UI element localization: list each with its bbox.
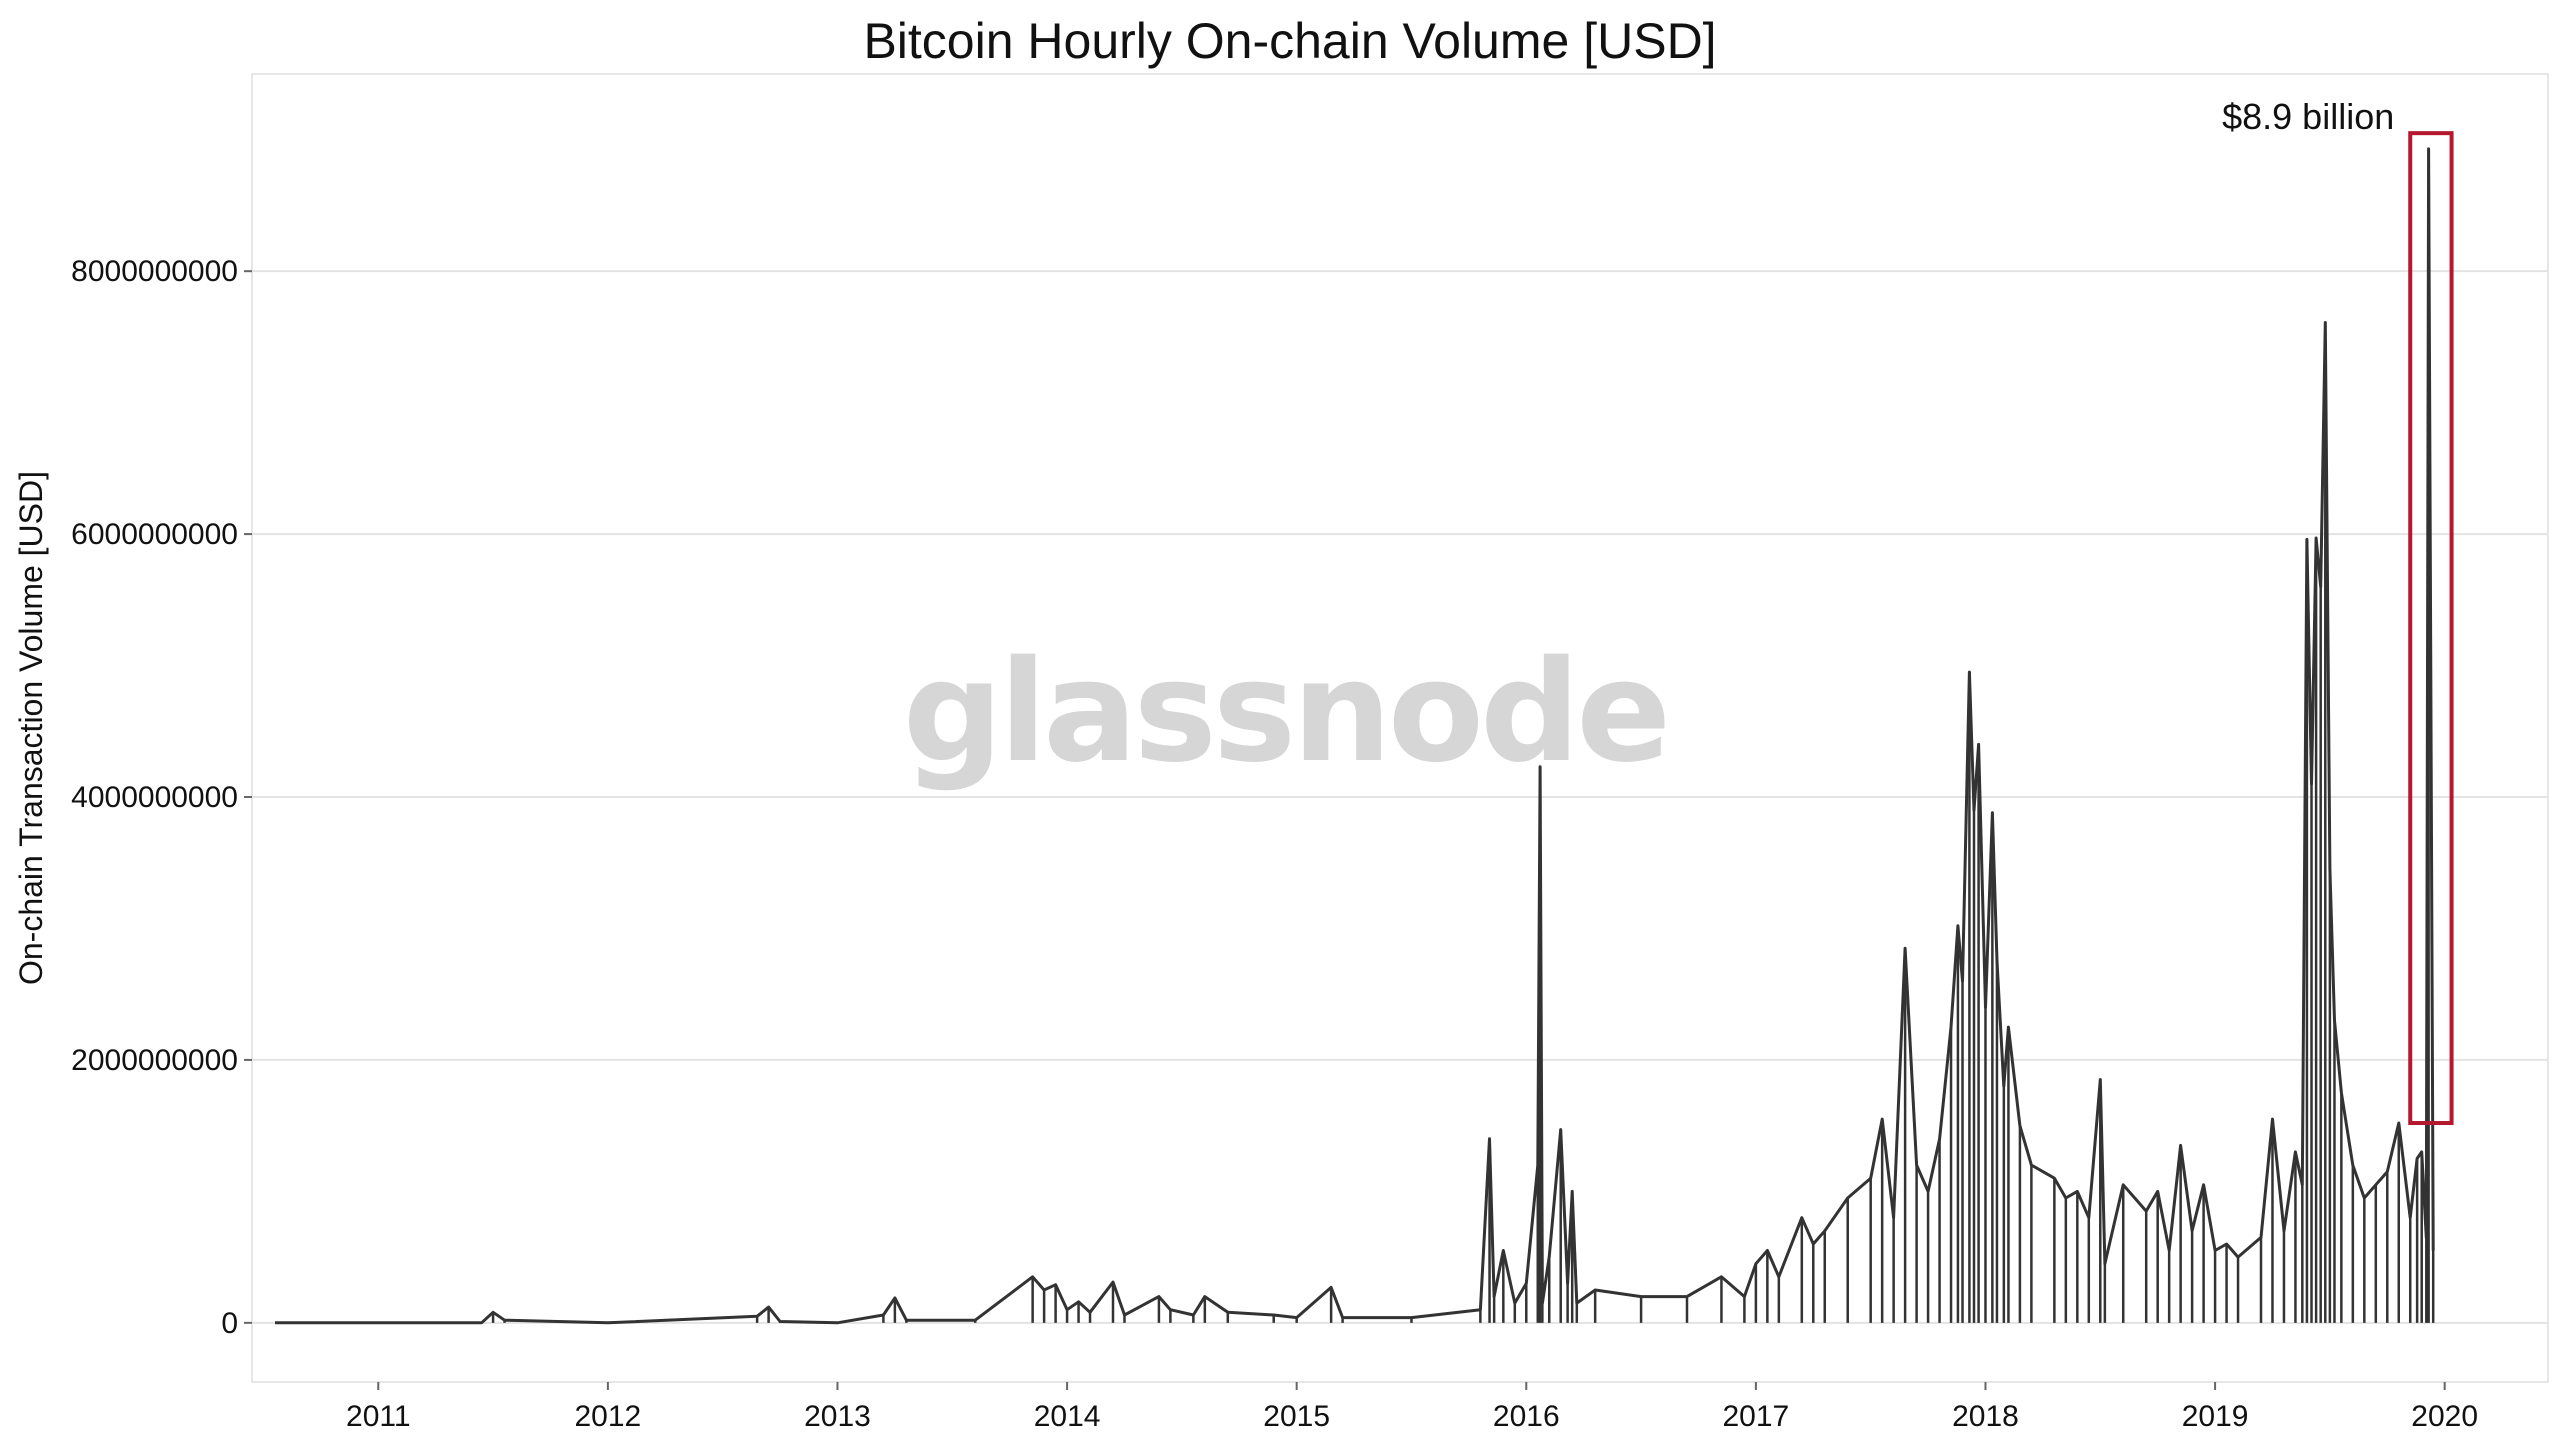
series-layer — [275, 147, 2435, 1325]
y-tick-label: 2000000000 — [71, 1044, 238, 1077]
watermark-logo: glassnode — [903, 631, 1667, 794]
x-tick-label: 2017 — [1723, 1400, 1790, 1433]
x-tick-label: 2016 — [1493, 1400, 1560, 1433]
x-tick-label: 2013 — [804, 1400, 871, 1433]
volume-series-line — [275, 147, 2435, 1325]
x-tick-label: 2018 — [1952, 1400, 2019, 1433]
x-tick-label: 2011 — [346, 1400, 411, 1433]
peak-annotation: $8.9 billion — [2222, 96, 2394, 137]
x-tick-label: 2020 — [2411, 1400, 2478, 1433]
y-tick-label: 4000000000 — [71, 781, 238, 814]
y-tick-label: 0 — [221, 1307, 238, 1340]
x-tick-label: 2019 — [2182, 1400, 2249, 1433]
chart-title: Bitcoin Hourly On-chain Volume [USD] — [863, 13, 1716, 69]
highlight-box — [2408, 131, 2454, 1126]
x-tick-label: 2012 — [575, 1400, 642, 1433]
x-tick-label: 2014 — [1034, 1400, 1101, 1433]
axis-layer: 0 2000000000 4000000000 6000000000 800000000… — [71, 255, 2478, 1433]
annotation-layer: $8.9 billion — [2222, 96, 2454, 1126]
y-tick-label: 8000000000 — [71, 255, 238, 288]
y-axis-label: On-chain Transaction Volume [USD] — [13, 471, 49, 985]
x-tick-label: 2015 — [1263, 1400, 1330, 1433]
y-tick-label: 6000000000 — [71, 518, 238, 551]
plot-frame — [251, 73, 2549, 1383]
